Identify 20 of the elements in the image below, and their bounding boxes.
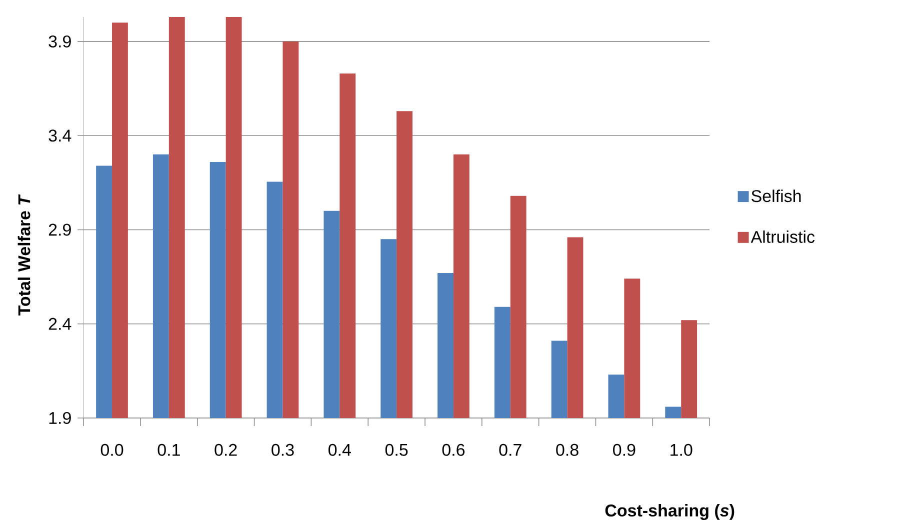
x-tick-label: 0.2: [214, 444, 237, 456]
legend-label: Altruistic: [750, 230, 815, 243]
y-tick-label: 3.4: [48, 130, 72, 142]
x-tick-label: 0.8: [556, 444, 578, 456]
y-tick-label: 2.4: [48, 318, 72, 330]
x-tick-label: 0.1: [158, 444, 180, 456]
x-tick-label: 0.7: [499, 444, 522, 456]
x-tick-label: 0.5: [385, 444, 408, 456]
x-tick-label: 1.0: [670, 444, 692, 456]
x-tick-label: 0.0: [100, 444, 124, 456]
y-tick-label: 3.9: [48, 35, 71, 48]
x-tick-label: 0.6: [442, 444, 465, 456]
x-tick-label: 0.3: [272, 444, 294, 456]
legend-label: Selfish: [752, 190, 801, 202]
y-tick-label: 1.9: [49, 412, 71, 424]
x-tick-label: 0.4: [328, 444, 351, 456]
x-axis-title: Cost-sharing (s): [605, 504, 734, 520]
y-axis-title: Total Welfare T: [18, 194, 30, 316]
x-tick-label: 0.9: [613, 444, 636, 456]
y-tick-label: 2.9: [48, 224, 71, 236]
